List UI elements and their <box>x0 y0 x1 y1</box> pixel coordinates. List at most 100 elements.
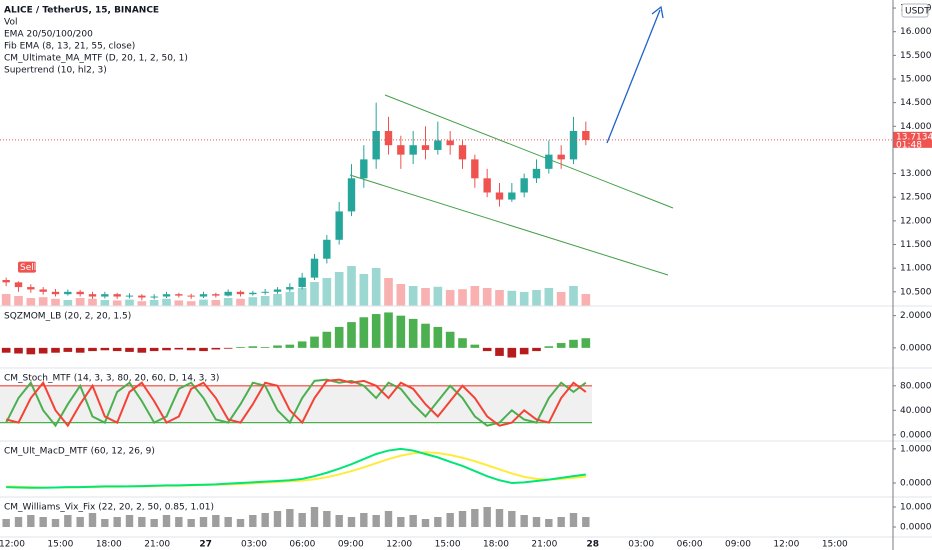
vix-bar <box>384 511 393 527</box>
vix-bar <box>360 513 368 527</box>
vix-bar <box>545 519 553 527</box>
candle-body <box>421 145 430 150</box>
vix-bar <box>409 515 417 527</box>
momentum-bar <box>75 347 85 353</box>
momentum-bar <box>186 347 196 351</box>
y-tick-label: 0.0000 <box>900 343 932 353</box>
indicator-label: Supertrend (10, hl2, 3) <box>4 66 107 76</box>
time-label: 03:00 <box>241 540 267 550</box>
candle-body <box>187 295 195 297</box>
volume-bar <box>223 298 233 306</box>
momentum-bar <box>322 331 332 348</box>
candle-body <box>76 291 84 295</box>
time-label: 12:00 <box>0 540 25 550</box>
vix-bar <box>51 519 60 527</box>
volume-bar <box>236 298 245 306</box>
candle-body <box>199 294 208 297</box>
y-tick-label: 16.0000 <box>900 27 932 37</box>
volume-bar <box>544 288 554 306</box>
vix-bar <box>421 519 430 527</box>
indicator-label: Vol <box>4 18 17 28</box>
y-tick-label: 11.0000 <box>900 264 932 274</box>
volume-bar <box>482 288 492 306</box>
vix-bar <box>532 517 541 527</box>
candle-body <box>138 295 146 298</box>
momentum-bar <box>174 347 184 350</box>
momentum-bar <box>507 347 517 358</box>
momentum-bar <box>359 317 369 348</box>
time-label: 18:00 <box>96 540 122 550</box>
momentum-bar <box>482 347 492 352</box>
pane-label: CM_Williams_Vix_Fix (22, 20, 2, 50, 0.85… <box>4 503 214 513</box>
volume-bar <box>26 298 36 306</box>
vix-bar <box>508 511 516 527</box>
volume-bar <box>347 266 356 306</box>
candle-body <box>150 296 158 298</box>
candle-body <box>212 294 220 296</box>
price-tag-label: 13.7134 <box>896 132 932 142</box>
volume-bar <box>88 298 97 306</box>
vix-bar <box>471 509 479 527</box>
volume-bar <box>359 274 369 306</box>
vix-bar <box>175 517 183 527</box>
vix-bar <box>27 515 35 527</box>
vix-bar <box>249 515 257 527</box>
signal-label: Sell <box>20 263 36 273</box>
candle-body <box>162 294 171 297</box>
candle-body <box>582 131 590 140</box>
volume-bar <box>174 300 184 306</box>
currency-box <box>901 3 929 18</box>
time-label: 21:00 <box>144 540 170 550</box>
volume-bar <box>112 300 122 306</box>
momentum-bar <box>408 318 418 348</box>
y-tick-label: 11.5000 <box>900 240 932 250</box>
volume-bar <box>273 294 282 306</box>
header-title: ALICE / TetherUS, 15, BINANCE <box>4 6 159 16</box>
volume-bar <box>149 300 159 306</box>
time-label: 06:00 <box>289 540 315 550</box>
indicator-label: CM_Ultimate_MA_MTF (D, 20, 1, 2, 50, 1) <box>4 54 188 64</box>
y-tick-label: 2.0000 <box>900 311 932 321</box>
momentum-bar <box>38 347 48 354</box>
y-tick-label: 14.5000 <box>900 98 932 108</box>
candle-body <box>520 178 528 193</box>
momentum-bar <box>137 347 147 353</box>
candle-body <box>569 131 578 160</box>
vix-bar <box>323 511 331 527</box>
momentum-bar <box>63 347 73 352</box>
vix-bar <box>397 517 405 527</box>
volume-bar <box>14 296 23 306</box>
momentum-bar <box>51 347 60 353</box>
candle-body <box>557 154 565 160</box>
vix-bar <box>2 519 10 527</box>
volume-bar <box>519 292 529 306</box>
vix-bar <box>520 515 528 527</box>
indicator-line <box>6 447 586 489</box>
momentum-bar <box>100 347 110 351</box>
indicator-label: Fib EMA (8, 13, 21, 55, close) <box>4 42 135 52</box>
price-tag <box>893 131 932 148</box>
candle-body <box>2 279 10 283</box>
momentum-bar <box>433 326 443 348</box>
momentum-bar <box>532 347 541 352</box>
momentum-bar <box>1 347 11 353</box>
vix-bar <box>495 509 504 527</box>
vix-bar <box>310 507 319 527</box>
volume-bar <box>199 299 208 306</box>
candle-body <box>64 291 72 295</box>
y-tick-label: 10.0000 <box>900 503 932 513</box>
volume-bar <box>396 284 406 306</box>
vix-bar <box>458 511 467 527</box>
time-label: 03:00 <box>628 540 654 550</box>
volume-bar <box>125 299 134 306</box>
vix-bar <box>286 509 294 527</box>
candle-body <box>51 291 60 295</box>
momentum-bar <box>445 331 455 348</box>
candle-body <box>397 145 405 155</box>
volume-bar <box>63 300 73 306</box>
vix-bar <box>199 517 208 527</box>
pane-label: CM_Ult_MacD_MTF (60, 12, 26, 9) <box>4 447 155 457</box>
time-label: 15:00 <box>822 540 848 550</box>
momentum-bar <box>384 312 393 348</box>
momentum-bar <box>112 347 122 352</box>
